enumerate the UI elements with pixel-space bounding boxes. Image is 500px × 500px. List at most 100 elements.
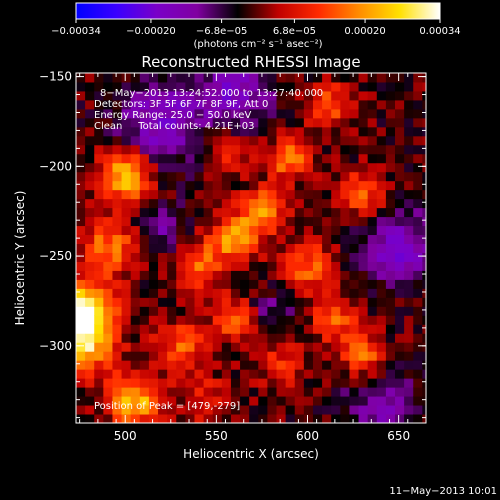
heatmap-cell xyxy=(249,387,259,397)
heatmap-cell xyxy=(148,261,159,271)
heatmap-cell xyxy=(240,198,250,209)
heatmap-cell xyxy=(376,99,387,110)
heatmap-cell xyxy=(358,360,369,370)
heatmap-cell xyxy=(221,342,232,352)
heatmap-cell xyxy=(322,360,332,370)
heatmap-cell xyxy=(331,360,341,370)
heatmap-cell xyxy=(85,117,95,128)
heatmap-cell xyxy=(358,216,369,227)
heatmap-cell xyxy=(212,135,223,146)
heatmap-cell xyxy=(331,81,341,92)
heatmap-cell xyxy=(395,126,405,137)
heatmap-cell xyxy=(194,252,205,262)
heatmap-cell xyxy=(395,396,405,406)
heatmap-cell xyxy=(249,180,259,191)
heatmap-cell xyxy=(221,279,232,289)
colorbar xyxy=(75,2,441,20)
heatmap-cell xyxy=(139,414,150,423)
heatmap-cell xyxy=(167,73,177,83)
heatmap-cell xyxy=(94,225,104,236)
heatmap-cell xyxy=(358,234,369,245)
heatmap-cell xyxy=(258,90,268,101)
heatmap-cell xyxy=(139,261,150,271)
heatmap-cell xyxy=(249,270,259,280)
heatmap-cell xyxy=(303,405,314,415)
heatmap-cell xyxy=(395,252,405,262)
heatmap-cell xyxy=(312,243,323,253)
heatmap-cell xyxy=(413,315,423,325)
heatmap-cell xyxy=(85,333,95,343)
heatmap-cell xyxy=(103,333,113,343)
heatmap-cell xyxy=(212,207,223,218)
heatmap-cell xyxy=(349,144,360,155)
heatmap-cell xyxy=(76,198,86,209)
heatmap-cell xyxy=(148,351,159,361)
heatmap-cell xyxy=(176,81,186,92)
heatmap-cell xyxy=(258,351,268,361)
heatmap-cell xyxy=(185,198,195,209)
heatmap-cell xyxy=(340,378,350,388)
heatmap-cell xyxy=(76,270,86,280)
heatmap-cell xyxy=(203,189,214,200)
heatmap-cell xyxy=(349,270,360,280)
heatmap-cell xyxy=(376,144,387,155)
heatmap-cell xyxy=(413,261,423,271)
heatmap-cell xyxy=(194,351,205,361)
heatmap-cell xyxy=(167,153,177,164)
heatmap-cell xyxy=(212,324,223,334)
heatmap-cell xyxy=(404,315,414,325)
heatmap-cell xyxy=(76,135,86,146)
heatmap-cell xyxy=(358,180,369,191)
heatmap-cell xyxy=(331,198,341,209)
heatmap-cell xyxy=(331,378,341,388)
heatmap-cell xyxy=(367,171,378,182)
heatmap-cell xyxy=(276,369,287,379)
heatmap-cell xyxy=(158,414,168,423)
heatmap-cell xyxy=(322,216,332,227)
heatmap-cell xyxy=(349,252,360,262)
heatmap-cell xyxy=(194,73,205,83)
heatmap-cell xyxy=(185,369,195,379)
heatmap-cell xyxy=(367,153,378,164)
heatmap-cell xyxy=(176,261,186,271)
heatmap-cell xyxy=(385,108,396,119)
heatmap-cell xyxy=(194,198,205,209)
heatmap-cell xyxy=(103,288,113,298)
heatmap-cell xyxy=(404,387,414,397)
heatmap-cell xyxy=(331,90,341,101)
heatmap-cell xyxy=(367,198,378,209)
heatmap-cell xyxy=(221,144,232,155)
heatmap-cell xyxy=(285,243,296,253)
heatmap-cell xyxy=(185,333,195,343)
heatmap-cell xyxy=(294,243,305,253)
heatmap-cell xyxy=(285,315,296,325)
heatmap-cell xyxy=(395,315,405,325)
heatmap-cell xyxy=(185,126,195,137)
heatmap-cell xyxy=(148,333,159,343)
heatmap-cell xyxy=(276,135,287,146)
heatmap-cell xyxy=(276,144,287,155)
heatmap-cell xyxy=(176,405,186,415)
heatmap-cell xyxy=(303,261,314,271)
heatmap-cell xyxy=(194,396,205,406)
heatmap-cell xyxy=(258,270,268,280)
heatmap-cell xyxy=(94,252,104,262)
heatmap-cell xyxy=(121,153,132,164)
heatmap-cell xyxy=(221,135,232,146)
heatmap-cell xyxy=(240,243,250,253)
heatmap-cell xyxy=(249,135,259,146)
heatmap-cell xyxy=(422,396,426,406)
heatmap-cell xyxy=(221,108,232,119)
heatmap-cell xyxy=(294,189,305,200)
heatmap-cell xyxy=(358,315,369,325)
heatmap-cell xyxy=(203,351,214,361)
heatmap-cell xyxy=(212,216,223,227)
heatmap-cell xyxy=(367,279,378,289)
heatmap-cell xyxy=(85,243,95,253)
heatmap-cell xyxy=(148,207,159,218)
heatmap-cell xyxy=(158,261,168,271)
heatmap-cell xyxy=(185,252,195,262)
heatmap-cell xyxy=(212,189,223,200)
heatmap-cell xyxy=(185,171,195,182)
x-tick-label: 550 xyxy=(205,429,228,443)
